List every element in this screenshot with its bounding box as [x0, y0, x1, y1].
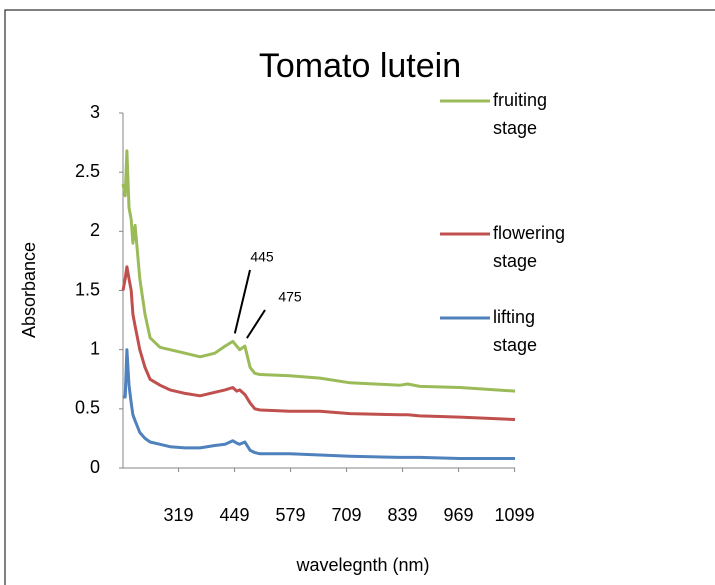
y-tick-label: 2.5 — [75, 161, 100, 181]
series-line — [121, 265, 516, 421]
series-line — [123, 348, 515, 460]
y-tick-label: 2 — [90, 220, 100, 240]
y-tick-label: 1.5 — [75, 279, 100, 299]
annotation: 445 — [250, 249, 274, 265]
x-tick-label: 709 — [332, 505, 362, 525]
chart-frame — [4, 9, 715, 585]
x-axis-label: wavelegnth (nm) — [295, 555, 429, 575]
chart-title: Tomato lutein — [259, 47, 461, 85]
legend-text: lifting stage — [493, 307, 538, 355]
legend-label: fruiting stage — [493, 90, 548, 138]
legend-text: fruiting stage — [493, 90, 548, 138]
x-tick-label: 839 — [388, 505, 418, 525]
x-tick-label: 449 — [220, 505, 250, 525]
series-line — [121, 149, 516, 393]
legend-text: flowering stage — [493, 223, 566, 271]
legend-label: lifting stage — [493, 307, 538, 355]
y-tick-label: 1 — [90, 338, 100, 358]
y-tick-label: 3 — [90, 102, 100, 122]
legend-label: flowering stage — [493, 223, 566, 271]
y-tick-label: 0 — [90, 457, 100, 477]
x-tick-label: 1099 — [495, 505, 535, 525]
y-axis-label: Absorbance — [19, 242, 39, 338]
x-tick-label: 969 — [444, 505, 474, 525]
annotation: 475 — [278, 289, 302, 305]
annotation-leader — [246, 309, 266, 339]
annotation-leader — [233, 269, 251, 334]
y-tick-label: 0.5 — [75, 398, 100, 418]
x-tick-label: 579 — [276, 505, 306, 525]
x-tick-label: 319 — [164, 505, 194, 525]
